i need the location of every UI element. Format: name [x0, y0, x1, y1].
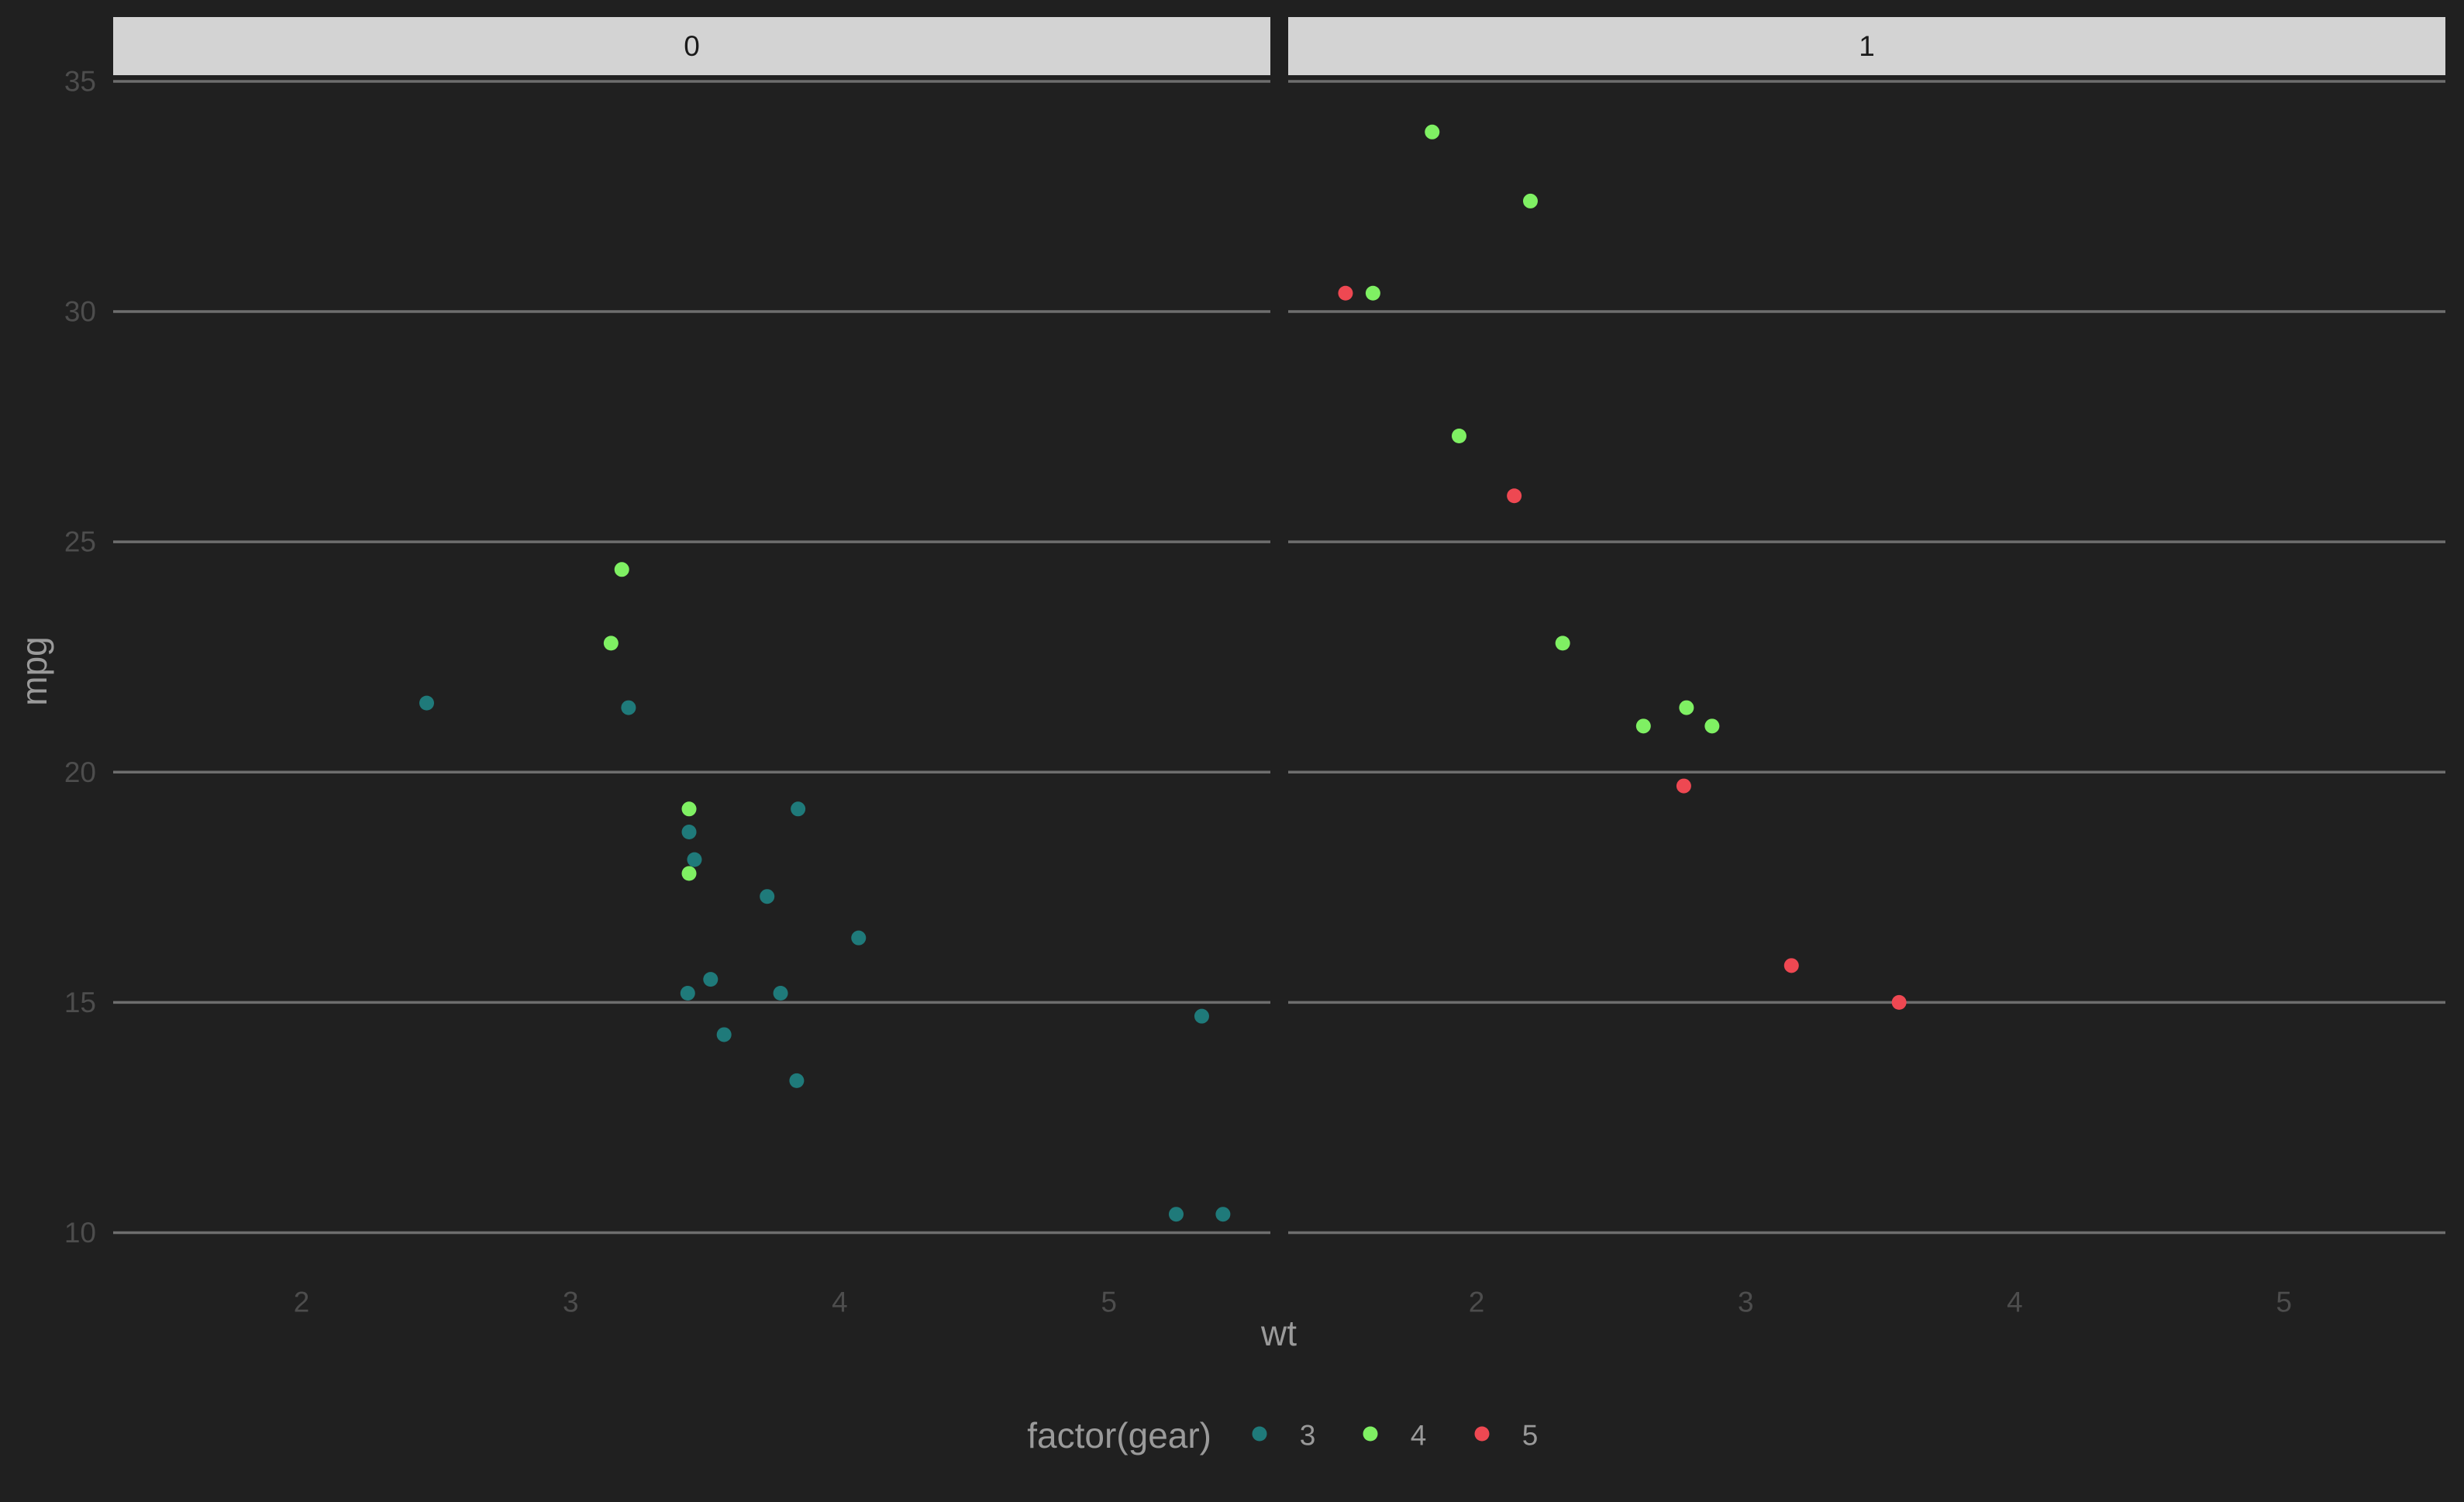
data-point-gear-3: [703, 972, 719, 987]
facet-strip-label: 0: [684, 30, 700, 62]
y-tick-label: 20: [64, 756, 96, 788]
data-point-gear-3: [851, 930, 867, 946]
legend-label: 5: [1522, 1420, 1539, 1452]
data-point-gear-3: [789, 1073, 805, 1088]
facet-strip: [113, 17, 1270, 75]
data-point-gear-4: [1679, 700, 1694, 715]
x-tick-label: 3: [563, 1287, 579, 1318]
data-point-gear-3: [1194, 1008, 1209, 1024]
data-point-gear-3: [760, 889, 775, 904]
x-tick-label: 5: [1101, 1287, 1117, 1318]
legend-label: 3: [1300, 1420, 1316, 1452]
data-point-gear-3: [773, 985, 788, 1001]
data-point-gear-5: [1338, 285, 1353, 301]
x-tick-label: 5: [2276, 1287, 2292, 1318]
data-point-gear-3: [1215, 1207, 1231, 1222]
data-point-gear-5: [1507, 488, 1522, 504]
data-point-gear-4: [1635, 718, 1651, 734]
facet-strip: [1288, 17, 2445, 75]
x-tick-label: 2: [294, 1287, 310, 1318]
data-point-gear-4: [1451, 428, 1466, 443]
legend-key-gear-4: [1363, 1426, 1378, 1442]
legend: factor(gear) 3 4 5: [1027, 1415, 1538, 1455]
facet-panel-1: 1 2 3 4 5: [1288, 17, 2445, 1318]
y-axis-title: mpg: [14, 636, 54, 705]
data-point-gear-3: [681, 825, 697, 840]
legend-label: 4: [1411, 1420, 1427, 1452]
legend-key-gear-5: [1474, 1426, 1490, 1442]
data-point-gear-4: [1425, 124, 1440, 140]
data-point-gear-4: [681, 866, 697, 881]
y-tick-label: 25: [64, 526, 96, 558]
x-tick-label: 2: [1469, 1287, 1485, 1318]
data-point-gear-5: [1891, 994, 1907, 1010]
data-point-gear-4: [1555, 636, 1570, 651]
panel-background: [113, 77, 1270, 1269]
legend-key-gear-3: [1252, 1426, 1267, 1442]
x-axis-title: wt: [1260, 1313, 1297, 1353]
data-point-gear-5: [1783, 958, 1799, 973]
y-tick-label: 35: [64, 65, 96, 97]
x-tick-label: 3: [1738, 1287, 1754, 1318]
y-tick-label: 30: [64, 296, 96, 328]
data-point-gear-3: [1168, 1207, 1184, 1222]
data-point-gear-4: [681, 801, 697, 817]
data-point-gear-4: [603, 636, 619, 651]
data-point-gear-3: [419, 695, 434, 711]
legend-title: factor(gear): [1027, 1415, 1211, 1455]
panel-background: [1288, 77, 2445, 1269]
facet-panel-0: 0 2 3 4 5: [113, 17, 1270, 1318]
data-point-gear-5: [1676, 778, 1691, 794]
data-point-gear-4: [1365, 285, 1380, 301]
data-point-gear-3: [791, 801, 806, 817]
data-point-gear-4: [1704, 718, 1720, 734]
y-tick-label: 10: [64, 1217, 96, 1249]
data-point-gear-4: [1522, 193, 1538, 208]
data-point-gear-3: [687, 852, 702, 867]
x-tick-label: 4: [832, 1287, 848, 1318]
data-point-gear-3: [621, 700, 636, 715]
facet-strip-label: 1: [1859, 30, 1875, 62]
x-tick-label: 4: [2007, 1287, 2023, 1318]
y-tick-label: 15: [64, 987, 96, 1018]
data-point-gear-3: [716, 1027, 732, 1042]
data-point-gear-4: [614, 562, 629, 577]
data-point-gear-3: [680, 985, 695, 1001]
